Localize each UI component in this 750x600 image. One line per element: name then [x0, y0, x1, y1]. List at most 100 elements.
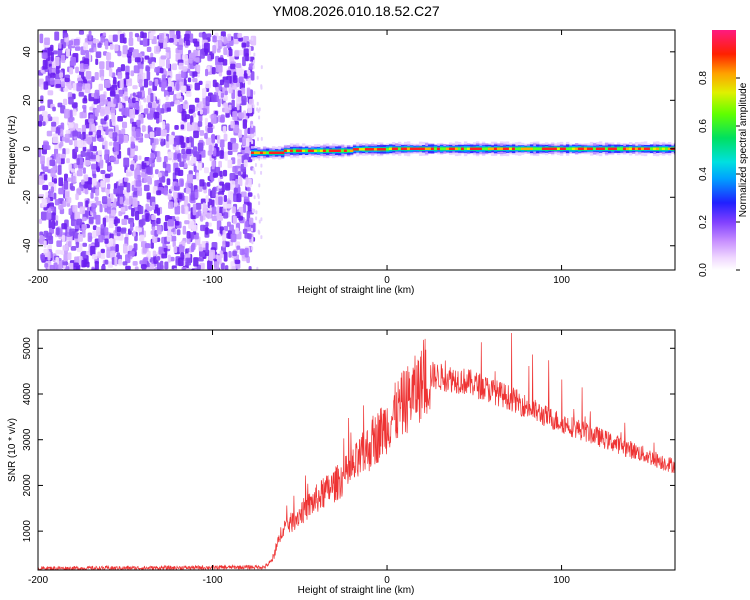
heatmap-noise-cell [151, 142, 156, 151]
heatmap-noise-cell [68, 40, 74, 46]
heatmap-noise-cell [260, 217, 263, 222]
heatmap-noise-cell [68, 241, 72, 248]
heatmap-noise-cell [107, 198, 112, 207]
heatmap-noise-cell [51, 121, 57, 127]
heatmap-signal-core-cell [310, 149, 315, 152]
heatmap-signal-core-cell [289, 149, 294, 152]
heatmap-noise-cell [228, 104, 232, 111]
heatmap-noise-cell [243, 73, 248, 79]
heatmap-noise-cell [88, 216, 94, 224]
heatmap-signal-core-cell [286, 149, 291, 152]
heatmap-noise-cell [173, 191, 178, 199]
heatmap-signal-core-cell [283, 149, 288, 152]
heatmap-noise-cell [99, 69, 105, 78]
heatmap-signal-core-cell [502, 147, 507, 150]
heatmap-noise-cell [120, 64, 126, 72]
heatmap-noise-cell [68, 163, 72, 171]
heatmap-noise-cell [72, 109, 77, 116]
heatmap-signal-core-cell [259, 151, 264, 154]
heatmap-noise-cell [138, 155, 142, 161]
heatmap-noise-cell [155, 269, 159, 270]
heatmap-noise-cell [191, 174, 197, 180]
heatmap-noise-cell [238, 76, 244, 83]
heatmap-noise-cell [83, 258, 87, 268]
heatmap-noise-cell [136, 119, 141, 126]
heatmap-noise-cell [132, 260, 138, 266]
heatmap-noise-cell [38, 120, 42, 127]
heatmap-signal-core-cell [394, 147, 399, 150]
heatmap-noise-cell [193, 130, 199, 139]
heatmap-noise-cell [171, 63, 177, 71]
heatmap-noise-cell [184, 220, 190, 225]
heatmap-noise-cell [249, 217, 254, 225]
heatmap-noise-cell [50, 52, 54, 62]
heatmap-noise-cell [154, 66, 160, 73]
heatmap-noise-cell [104, 79, 111, 88]
heatmap-noise-cell [202, 96, 207, 105]
heatmap-noise-cell [242, 56, 246, 67]
heatmap-noise-cell [107, 165, 113, 171]
heatmap-noise-cell [40, 84, 44, 90]
heatmap-noise-cell [179, 161, 185, 168]
heatmap-noise-cell [104, 149, 110, 156]
heatmap-noise-cell [135, 128, 141, 138]
heatmap-noise-cell [55, 153, 62, 164]
heatmap-noise-cell [192, 112, 197, 118]
heatmap-noise-cell [104, 259, 109, 265]
heatmap-noise-cell [248, 63, 254, 70]
heatmap-noise-cell [55, 227, 60, 236]
heatmap-noise-cell [205, 68, 209, 77]
heatmap-noise-cell [176, 83, 180, 92]
heatmap-signal-core-cell [553, 147, 558, 150]
y-tick-label: 20 [22, 94, 33, 106]
snr-axes-frame [37, 329, 676, 571]
heatmap-signal-core-cell [388, 147, 393, 150]
heatmap-noise-cell [50, 186, 54, 193]
heatmap-noise-cell [232, 165, 237, 173]
heatmap-noise-cell [81, 124, 87, 135]
heatmap-noise-cell [82, 242, 87, 247]
heatmap-noise-cell [113, 142, 120, 152]
heatmap-noise-cell [99, 204, 103, 213]
heatmap-noise-cell [227, 150, 233, 156]
heatmap-noise-cell [113, 182, 117, 190]
heatmap-noise-cell [91, 203, 96, 213]
heatmap-signal-core-cell [463, 147, 468, 150]
heatmap-noise-cell [153, 138, 159, 145]
heatmap-noise-cell [235, 62, 242, 68]
heatmap-noise-cell [157, 172, 162, 178]
heatmap-noise-cell [69, 228, 76, 236]
heatmap-signal-core-cell [604, 147, 609, 150]
heatmap-noise-cell [130, 141, 135, 149]
heatmap-signal-core-cell [658, 147, 663, 150]
heatmap-signal-core-cell [397, 147, 402, 150]
heatmap-noise-cell [236, 193, 242, 203]
heatmap-noise-cell [231, 206, 236, 214]
heatmap-noise-cell [128, 37, 134, 46]
heatmap-noise-cell [146, 192, 151, 200]
heatmap-noise-cell [62, 200, 67, 207]
heatmap-noise-cell [104, 140, 108, 151]
heatmap-noise-cell [51, 212, 56, 221]
heatmap-noise-cell [130, 147, 135, 157]
heatmap-signal-core-cell [541, 147, 546, 150]
heatmap-noise-cell [257, 137, 260, 142]
heatmap-signal-core-cell [628, 147, 633, 150]
heatmap-noise-cell [183, 162, 188, 169]
heatmap-noise-cell [242, 136, 246, 146]
heatmap-noise-cell [90, 245, 96, 256]
heatmap-noise-cell [232, 85, 237, 90]
heatmap-noise-cell [108, 61, 115, 68]
heatmap-noise-cell [161, 79, 167, 88]
heatmap-noise-cell [188, 58, 193, 64]
heatmap-noise-cell [134, 266, 139, 270]
heatmap-noise-cell [59, 72, 64, 78]
heatmap-noise-cell [226, 203, 232, 209]
heatmap-signal-core-cell [253, 151, 258, 154]
heatmap-noise-cell [48, 218, 52, 229]
heatmap-signal-core-cell [367, 148, 372, 151]
heatmap-noise-cell [246, 225, 252, 232]
heatmap-noise-cell [229, 224, 234, 231]
x-tick-label: 100 [553, 575, 570, 586]
heatmap-noise-cell [100, 108, 106, 116]
